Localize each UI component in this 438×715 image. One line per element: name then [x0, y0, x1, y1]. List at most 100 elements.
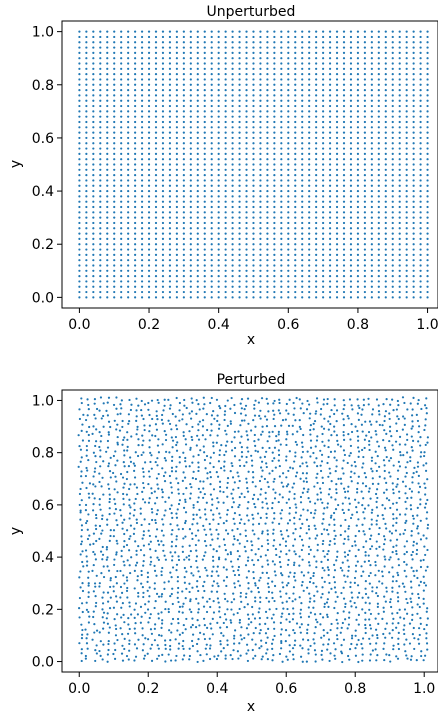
data-point [265, 425, 269, 428]
data-point [113, 232, 116, 235]
data-point [106, 414, 109, 417]
data-point [284, 640, 287, 643]
data-point [294, 131, 297, 134]
data-point [322, 152, 325, 155]
data-point [305, 660, 308, 663]
data-point [312, 606, 315, 609]
data-point [426, 35, 429, 39]
data-point [92, 99, 95, 102]
data-point [147, 296, 151, 299]
data-point [395, 579, 398, 583]
data-point [182, 232, 185, 235]
data-point [163, 430, 166, 433]
data-point [236, 539, 239, 542]
data-point [398, 221, 401, 225]
data-point [322, 62, 325, 65]
data-point [205, 413, 208, 416]
data-point [240, 435, 243, 438]
data-point [335, 189, 339, 193]
data-point [127, 158, 130, 161]
data-point [280, 110, 283, 113]
data-point [426, 83, 429, 86]
data-point [231, 280, 234, 283]
data-point [384, 243, 387, 246]
data-point [122, 497, 125, 500]
data-point [335, 83, 339, 86]
data-point [120, 296, 123, 299]
data-point [133, 527, 136, 530]
data-point [224, 450, 228, 453]
data-point [426, 216, 429, 219]
data-point [314, 653, 317, 656]
data-point [240, 638, 243, 641]
data-point [99, 396, 103, 399]
data-point [274, 547, 278, 551]
data-point [280, 264, 283, 267]
data-point [250, 590, 253, 593]
data-point [196, 189, 199, 193]
data-point [259, 237, 262, 241]
data-point [168, 57, 172, 60]
data-point [346, 627, 349, 630]
data-point [140, 615, 143, 618]
data-point [147, 78, 151, 81]
data-point [156, 398, 159, 402]
data-point [287, 424, 291, 427]
data-point [77, 465, 80, 468]
data-point [320, 596, 323, 599]
data-point [161, 115, 165, 118]
data-point [287, 104, 290, 108]
data-point [195, 549, 198, 552]
data-point [333, 586, 337, 589]
data-point [384, 41, 387, 44]
data-point [210, 264, 213, 267]
data-point [328, 211, 332, 214]
data-point [182, 67, 185, 70]
data-point [362, 462, 365, 465]
data-point [197, 403, 200, 406]
data-point [92, 290, 95, 294]
data-point [273, 517, 276, 520]
data-point [189, 243, 192, 246]
data-point [371, 634, 374, 637]
data-point [259, 596, 262, 599]
data-point [92, 610, 95, 613]
data-point [329, 539, 332, 543]
data-point [142, 475, 145, 478]
data-point [122, 486, 125, 489]
data-point [370, 456, 374, 459]
data-point [86, 469, 89, 472]
data-point [266, 616, 269, 619]
data-point [363, 259, 366, 262]
data-point [188, 412, 191, 415]
data-point [77, 434, 80, 437]
data-point [315, 67, 318, 70]
data-point [391, 73, 394, 76]
data-point [84, 509, 88, 512]
data-point [140, 211, 144, 214]
data-point [322, 264, 325, 267]
data-point [217, 67, 220, 70]
data-point [107, 487, 111, 490]
data-point [224, 227, 227, 230]
data-point [371, 586, 374, 589]
data-point [321, 501, 324, 504]
data-point [134, 497, 137, 501]
data-point [287, 575, 290, 578]
data-point [161, 131, 165, 134]
data-point [288, 519, 292, 522]
data-point [335, 67, 339, 70]
data-point [349, 216, 353, 219]
data-point [364, 631, 367, 635]
data-point [412, 168, 415, 171]
data-point [107, 642, 110, 646]
data-point [363, 158, 366, 161]
data-point [426, 41, 429, 44]
data-point [259, 62, 262, 65]
data-point [217, 585, 220, 588]
data-point [184, 460, 187, 463]
data-point [294, 83, 297, 86]
data-point [127, 136, 130, 140]
data-point [286, 522, 290, 525]
data-point [176, 596, 179, 600]
